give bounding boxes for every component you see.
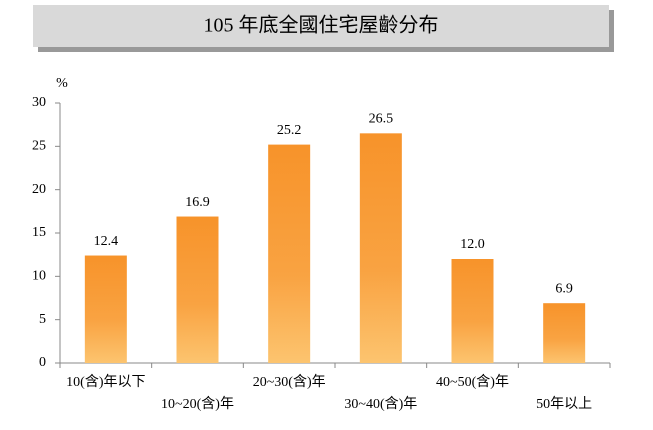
bar	[543, 303, 586, 363]
bar	[359, 133, 402, 363]
x-tick-label: 30~40(含)年	[344, 396, 417, 412]
x-tick-label: 20~30(含)年	[253, 374, 326, 390]
y-axis-label: %	[56, 76, 68, 91]
chart-title: 105 年底全國住宅屋齡分布	[204, 14, 439, 37]
y-tick-label: 5	[39, 312, 46, 327]
value-label: 16.9	[185, 195, 210, 210]
bar	[451, 259, 494, 363]
y-tick-label: 0	[39, 355, 46, 370]
bar	[84, 255, 127, 363]
value-label: 6.9	[555, 281, 573, 296]
x-tick-label: 40~50(含)年	[436, 374, 509, 390]
title-banner	[33, 5, 609, 47]
y-tick-label: 15	[32, 225, 46, 240]
value-label: 25.2	[277, 123, 302, 138]
y-tick-label: 20	[32, 182, 46, 197]
y-tick-label: 30	[32, 95, 46, 110]
bar	[268, 144, 311, 363]
bar	[176, 216, 219, 363]
x-tick-label: 10~20(含)年	[161, 396, 234, 412]
y-tick-label: 25	[32, 139, 46, 154]
value-label: 12.0	[460, 237, 485, 252]
x-tick-label: 10(含)年以下	[66, 374, 145, 390]
x-tick-label: 50年以上	[536, 396, 592, 412]
y-tick-label: 10	[32, 269, 46, 284]
value-label: 26.5	[369, 112, 394, 127]
value-label: 12.4	[94, 234, 119, 249]
